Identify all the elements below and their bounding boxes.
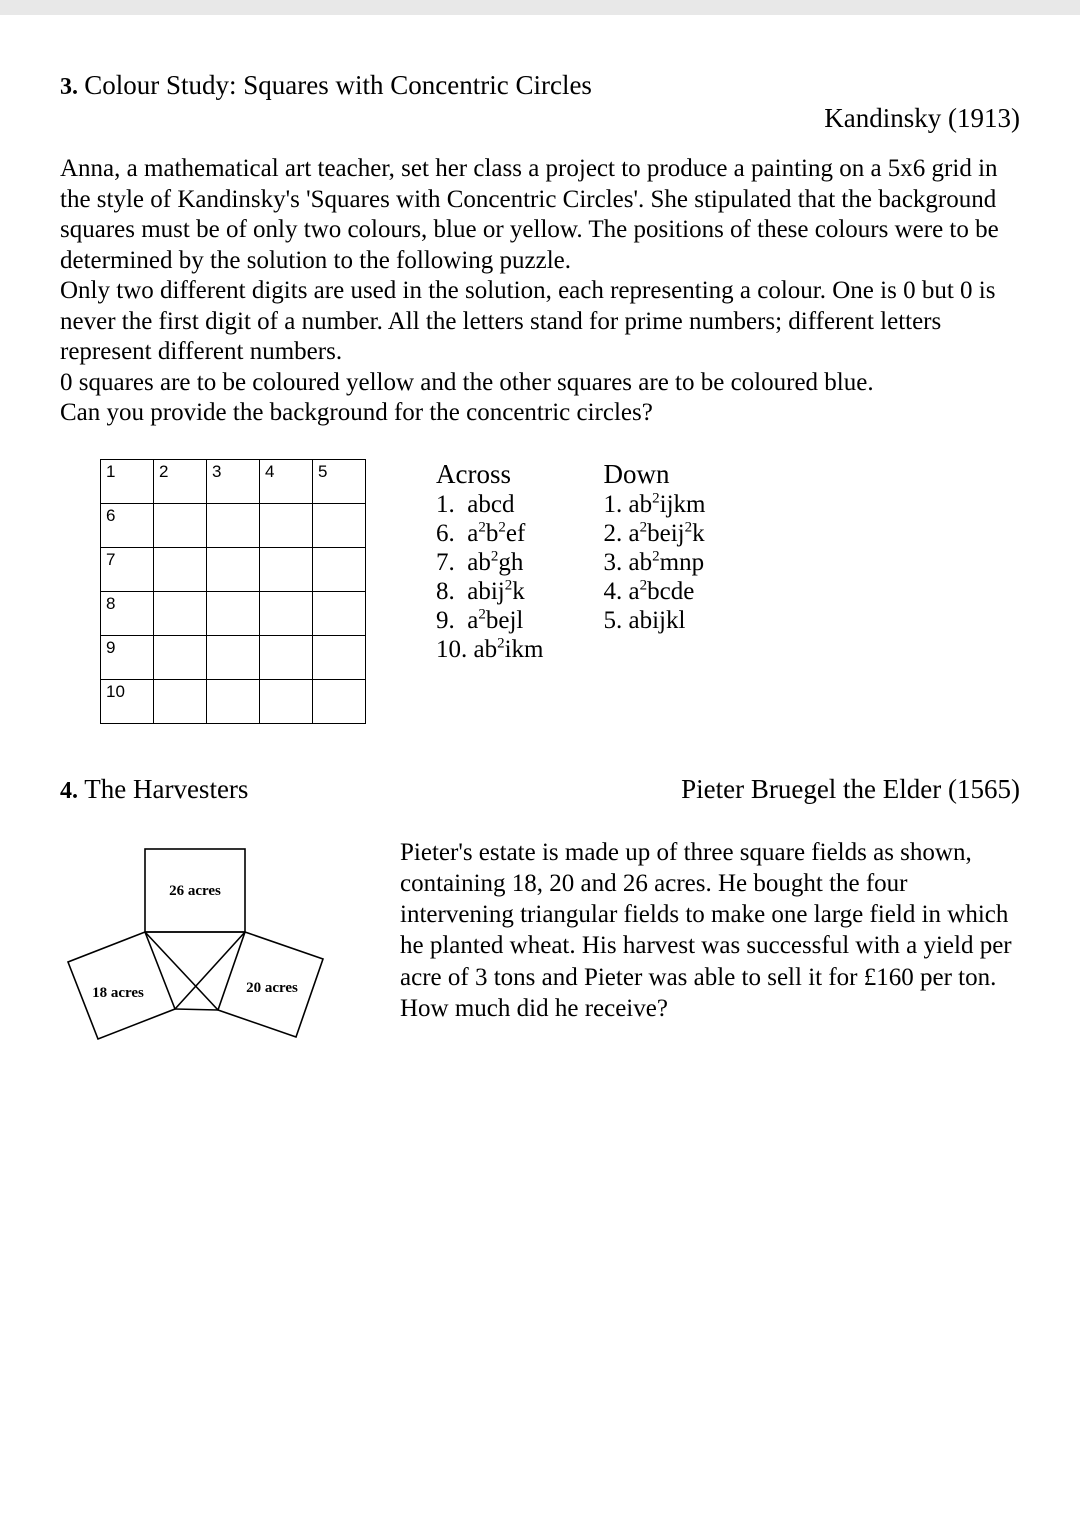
grid-cell [260, 635, 313, 679]
grid-cell: 9 [101, 635, 154, 679]
grid-cell [313, 591, 366, 635]
table-row: 6 [101, 503, 366, 547]
table-row: 8 [101, 591, 366, 635]
table-row: 9 [101, 635, 366, 679]
grid-cell [313, 679, 366, 723]
crossword-grid: 1 2 3 4 5 6 7 8 9 10 [100, 459, 366, 724]
grid-cell [260, 679, 313, 723]
grid-cell [313, 503, 366, 547]
section3-para4: Can you provide the background for the c… [60, 398, 1020, 429]
clue-across-7: 7. ab2gh [436, 549, 544, 577]
section4-heading-row: 4. The Harvesters Pieter Bruegel the Eld… [60, 774, 1020, 805]
label-26: 26 acres [169, 883, 221, 899]
down-heading: Down [604, 459, 706, 490]
clue-down-3: 3. ab2mnp [604, 549, 706, 577]
grid-cell [313, 547, 366, 591]
across-heading: Across [436, 459, 544, 490]
grid-cell [207, 679, 260, 723]
table-row: 10 [101, 679, 366, 723]
document-page: { "section3": { "number": "3.", "title":… [0, 0, 1080, 1533]
section3-para2: Only two different digits are used in th… [60, 276, 1020, 368]
grid-cell [260, 591, 313, 635]
fields-svg: 26 acres 18 acres 20 acres [50, 837, 350, 1067]
grid-cell [207, 503, 260, 547]
section4-title: The Harvesters [84, 774, 248, 804]
grid-cell [207, 591, 260, 635]
grid-cell: 1 [101, 459, 154, 503]
grid-cell: 2 [154, 459, 207, 503]
grid-cell [207, 547, 260, 591]
section3-para1: Anna, a mathematical art teacher, set he… [60, 154, 1020, 276]
section4-text: Pieter's estate is made up of three squa… [400, 837, 1020, 1074]
label-20: 20 acres [246, 980, 298, 996]
clue-across-8: 8. abij2k [436, 578, 544, 606]
section3-heading: 3. Colour Study: Squares with Concentric… [60, 70, 1020, 101]
grid-cell: 3 [207, 459, 260, 503]
clue-down-5: 5. abijkl [604, 607, 706, 635]
grid-cell [313, 635, 366, 679]
label-18: 18 acres [92, 985, 144, 1001]
clues-block: Across 1. abcd 6. a2b2ef 7. ab2gh 8. abi… [436, 459, 705, 724]
grid-cell [154, 503, 207, 547]
section4-heading-left: 4. The Harvesters [60, 774, 248, 805]
section4-paragraph: Pieter's estate is made up of three squa… [400, 837, 1020, 1025]
grid-cell [154, 635, 207, 679]
grid-cell: 10 [101, 679, 154, 723]
grid-cell: 6 [101, 503, 154, 547]
section3-attribution: Kandinsky (1913) [60, 103, 1020, 134]
table-row: 7 [101, 547, 366, 591]
clue-down-4: 4. a2bcde [604, 578, 706, 606]
section3-title: Colour Study: Squares with Concentric Ci… [84, 70, 592, 100]
grid-cell [154, 679, 207, 723]
fields-diagram: 26 acres 18 acres 20 acres [50, 837, 350, 1074]
section3-body: Anna, a mathematical art teacher, set he… [60, 154, 1020, 429]
section3-para3: 0 squares are to be coloured yellow and … [60, 368, 1020, 399]
clue-across-1: 1. abcd [436, 491, 544, 519]
page-top-bar [0, 0, 1080, 15]
grid-cell [154, 591, 207, 635]
section4-number: 4. [60, 778, 78, 804]
grid-cell: 7 [101, 547, 154, 591]
grid-cell [154, 547, 207, 591]
grid-cell [260, 503, 313, 547]
grid-cell [207, 635, 260, 679]
clue-across-6: 6. a2b2ef [436, 520, 544, 548]
grid-and-clues: 1 2 3 4 5 6 7 8 9 10 Across 1. abcd 6. a… [60, 459, 1020, 724]
section4-body: 26 acres 18 acres 20 acres Pieter's esta… [60, 837, 1020, 1074]
clue-down-2: 2. a2beij2k [604, 520, 706, 548]
grid-cell [260, 547, 313, 591]
grid-cell: 8 [101, 591, 154, 635]
clue-across-9: 9. a2bejl [436, 607, 544, 635]
section4-attribution: Pieter Bruegel the Elder (1565) [681, 774, 1020, 805]
grid-cell: 5 [313, 459, 366, 503]
grid-cell: 4 [260, 459, 313, 503]
clue-down-1: 1. ab2ijkm [604, 491, 706, 519]
clue-across-10: 10. ab2ikm [436, 636, 544, 664]
down-column: Down 1. ab2ijkm 2. a2beij2k 3. ab2mnp 4.… [604, 459, 706, 724]
across-column: Across 1. abcd 6. a2b2ef 7. ab2gh 8. abi… [436, 459, 544, 724]
section3-number: 3. [60, 74, 78, 100]
table-row: 1 2 3 4 5 [101, 459, 366, 503]
